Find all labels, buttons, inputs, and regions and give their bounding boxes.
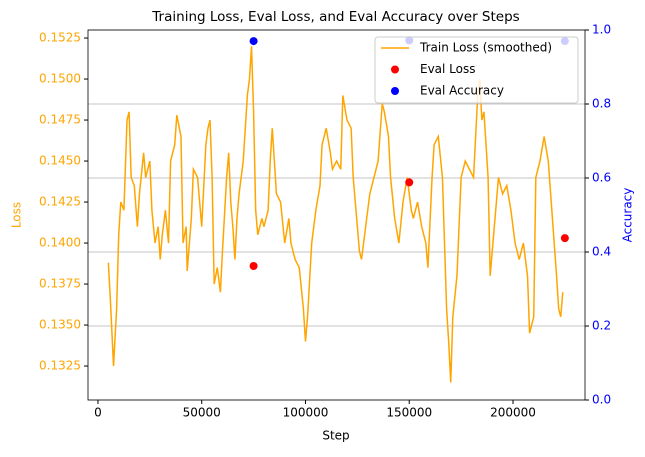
- y-tick-label: 0.1525: [39, 31, 81, 45]
- y2-tick-label: 0.6: [592, 171, 611, 185]
- y-axis-label: Loss: [10, 202, 24, 228]
- y-tick-label: 0.1375: [39, 277, 81, 291]
- x-axis-label: Step: [322, 429, 349, 443]
- y2-tick-label: 0.2: [592, 319, 611, 333]
- x-tick-label: 200000: [490, 406, 536, 420]
- y-tick-label: 0.1450: [39, 154, 81, 168]
- point: [249, 37, 258, 46]
- y-tick-label: 0.1475: [39, 113, 81, 127]
- legend-marker: [391, 87, 399, 95]
- y-tick-label: 0.1500: [39, 72, 81, 86]
- y2-tick-label: 0.0: [592, 393, 611, 407]
- point: [405, 178, 414, 187]
- y2-tick-label: 0.4: [592, 245, 611, 259]
- legend-label: Eval Loss: [420, 62, 476, 76]
- y-tick-label: 0.1400: [39, 236, 81, 250]
- y2-tick-label: 1.0: [592, 23, 611, 37]
- point: [249, 262, 258, 271]
- x-tick-label: 150000: [386, 406, 432, 420]
- legend-box: [374, 36, 579, 104]
- point: [560, 234, 569, 243]
- y2-tick-label: 0.8: [592, 97, 611, 111]
- x-tick-label: 100000: [283, 406, 329, 420]
- x-tick-label: 50000: [183, 406, 221, 420]
- chart-title: Training Loss, Eval Loss, and Eval Accur…: [151, 9, 519, 25]
- legend-marker: [391, 65, 399, 74]
- legend-label: Train Loss (smoothed): [419, 41, 552, 55]
- plot-frame: [87, 29, 586, 401]
- y-tick-label: 0.1350: [39, 318, 81, 332]
- x-tick-label: 0: [94, 406, 102, 420]
- y-tick-label: 0.1325: [39, 359, 81, 373]
- y2-axis-label: Accuracy: [621, 188, 635, 243]
- legend-label: Eval Accuracy: [420, 84, 504, 98]
- y-tick-label: 0.1425: [39, 195, 81, 209]
